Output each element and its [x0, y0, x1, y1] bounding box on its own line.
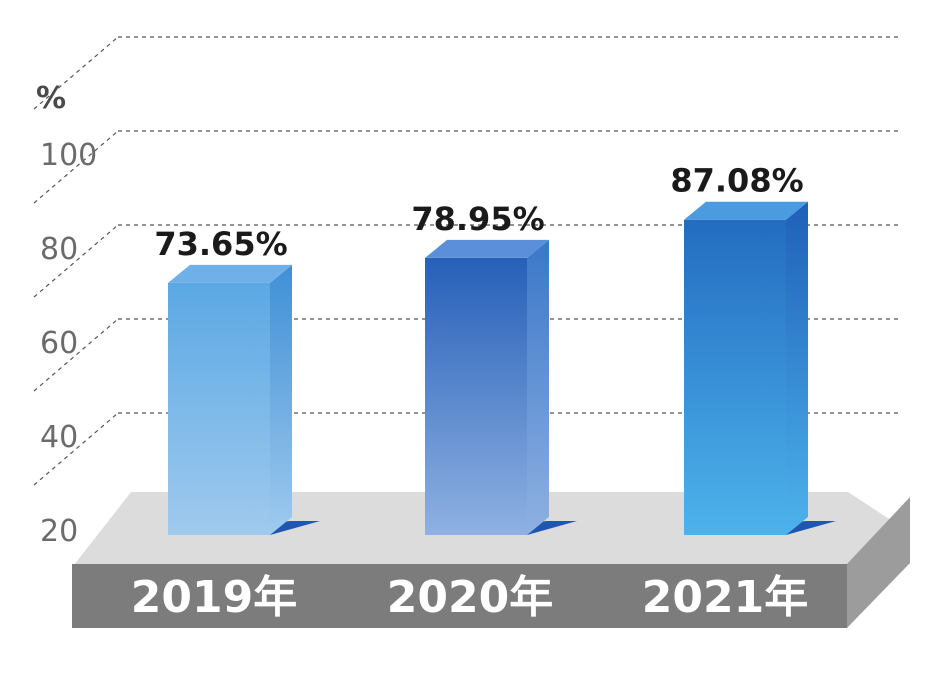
category-label-2019: 2019年: [131, 572, 297, 623]
bar-value-label: 78.95%: [411, 200, 544, 238]
base-side: [847, 497, 910, 628]
base-front: [72, 564, 847, 628]
bar-top: [684, 201, 808, 220]
y-tick-label: 20: [40, 514, 78, 549]
gridline-diagonal: [33, 36, 119, 110]
y-unit-label: %: [36, 81, 66, 116]
bar-2020: 78.95%: [411, 200, 577, 535]
bar-2021: 87.08%: [670, 162, 836, 535]
category-labels: 2019年 2020年 2021年: [131, 572, 808, 623]
category-label-2021: 2021年: [642, 572, 808, 623]
bar-front: [684, 219, 786, 535]
y-tick-label: 60: [40, 326, 78, 361]
bar-value-label: 73.65%: [154, 225, 287, 263]
bar-2019: 73.65%: [154, 225, 320, 535]
gridline-diagonal: [33, 130, 119, 204]
bar-side: [527, 239, 549, 535]
bars: 73.65% 78.95% 87.08%: [154, 162, 836, 535]
category-label-2020: 2020年: [387, 572, 553, 623]
gridline-diagonal: [33, 318, 119, 392]
y-tick-label: 40: [40, 420, 78, 455]
bar-top: [168, 264, 292, 283]
bar-front: [168, 282, 270, 535]
bar-side: [786, 201, 808, 535]
y-axis-ticks: 20 40 60 80 100: [40, 138, 97, 549]
gridline-diagonal: [33, 224, 119, 298]
y-tick-label: 100: [40, 138, 97, 173]
y-tick-label: 80: [40, 232, 78, 267]
bar-front: [425, 257, 527, 535]
bar-side: [270, 264, 292, 535]
gridline-diagonal: [33, 412, 119, 486]
bar-top: [425, 239, 549, 258]
bar-value-label: 87.08%: [670, 162, 803, 200]
